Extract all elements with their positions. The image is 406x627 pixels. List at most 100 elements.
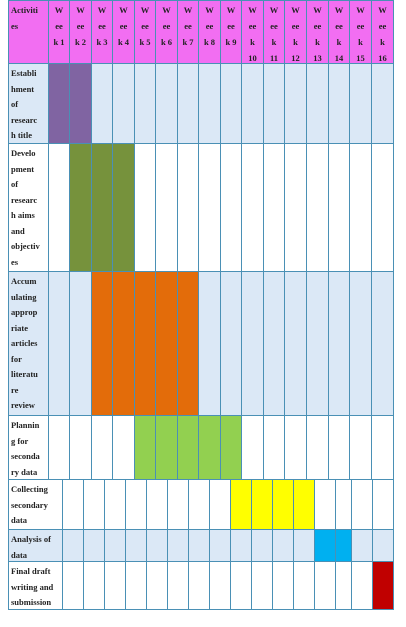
header-week-label: ee: [205, 21, 214, 31]
header-week-label: ee: [162, 21, 171, 31]
header-activities-label: es: [11, 21, 19, 31]
activity-label: Establi: [11, 68, 37, 78]
header-week-label: k 8: [203, 37, 216, 47]
header-week-label: W: [248, 5, 257, 15]
activity-label-cell: Final draft writing and submission: [8, 562, 63, 610]
header-week-label: k 9: [225, 37, 237, 47]
header-week-label: W: [119, 5, 128, 15]
activity-label: re: [11, 384, 19, 395]
activity-label: of: [11, 99, 19, 109]
activity-label: approp: [11, 307, 38, 317]
week-cell: [307, 272, 329, 416]
gantt-bar-cell: [70, 64, 92, 144]
week-cell: [113, 64, 135, 144]
week-cell: [199, 272, 221, 416]
header-activities-cell: Activiti es: [8, 0, 49, 64]
week-cell: [264, 144, 285, 272]
activity-label: articles: [11, 338, 38, 348]
week-cell: [307, 64, 329, 144]
header-week-label: 11: [269, 53, 279, 63]
week-cell: [242, 64, 264, 144]
activity-label: ry data: [11, 466, 38, 477]
week-cell: [199, 144, 221, 272]
week-cell: [168, 562, 189, 610]
activity-label-cell: Analysis of data: [8, 530, 63, 562]
gantt-bar-cell: [135, 416, 156, 480]
header-week-label: W: [269, 5, 279, 15]
week-cell: [285, 144, 307, 272]
week-cell: [329, 416, 350, 480]
gantt-bar-cell: [156, 416, 178, 480]
gantt-bar-cell: [135, 272, 156, 416]
header-week-label: k 2: [74, 37, 87, 47]
week-cell: [63, 480, 84, 530]
week-cell: [178, 64, 199, 144]
week-cell: [178, 144, 199, 272]
header-week-label: ee: [291, 21, 300, 31]
header-week-label: k: [358, 37, 363, 47]
week-cell: [105, 562, 126, 610]
activity-label: for: [11, 353, 22, 364]
activity-label: researc: [11, 194, 38, 205]
header-week-label: W: [162, 5, 171, 15]
activity-label: of: [11, 179, 19, 189]
header-week-label: W: [183, 5, 193, 15]
week-cell: [264, 416, 285, 480]
gantt-bar-cell: [273, 480, 294, 530]
activity-label: riate: [11, 322, 28, 333]
header-activities-label: Activiti: [11, 5, 38, 15]
week-cell: [242, 144, 264, 272]
week-cell: [285, 64, 307, 144]
week-cell: [264, 272, 285, 416]
week-cell: [168, 480, 189, 530]
gantt-bar-cell: [252, 480, 273, 530]
week-cell: [126, 530, 147, 562]
week-cell: [49, 272, 70, 416]
activity-label: researc: [11, 114, 38, 125]
activity-label: es: [11, 256, 19, 267]
gantt-bar-cell: [70, 144, 92, 272]
activity-label: pment: [11, 163, 35, 174]
week-cell: [336, 562, 352, 610]
activity-label-cell: Accum ulating approp riate articles for litera…: [8, 272, 49, 416]
header-week-label: k 1: [53, 37, 65, 47]
header-week-label: W: [205, 5, 214, 15]
gantt-bar-cell: [178, 416, 199, 480]
week-cell: [264, 64, 285, 144]
header-week-label: 15: [356, 53, 365, 63]
activity-label: h title: [11, 130, 33, 140]
activity-label-cell: Collecting secondary data: [8, 480, 63, 530]
week-cell: [210, 530, 231, 562]
week-cell: [210, 562, 231, 610]
header-week-label: k 7: [182, 37, 194, 47]
header-week-label: k: [380, 37, 385, 47]
week-cell: [126, 480, 147, 530]
week-cell: [352, 562, 373, 610]
week-cell: [147, 530, 168, 562]
header-week-label: W: [356, 5, 365, 15]
week-cell: [273, 562, 294, 610]
header-week-label: k 5: [139, 37, 151, 47]
week-cell: [49, 144, 70, 272]
activity-label: seconda: [11, 451, 40, 461]
activity-label: and: [11, 225, 25, 236]
header-week-label: W: [313, 5, 322, 15]
header-week-label: ee: [356, 21, 365, 31]
week-cell: [307, 144, 329, 272]
week-cell: [189, 562, 210, 610]
activity-label: secondary: [11, 499, 48, 510]
header-week-label: 13: [313, 53, 322, 63]
activity-label: Accum: [11, 276, 37, 286]
week-cell: [329, 272, 350, 416]
gantt-bar-cell: [294, 480, 315, 530]
week-cell: [373, 530, 394, 562]
header-week-label: ee: [227, 21, 235, 31]
week-cell: [372, 272, 394, 416]
